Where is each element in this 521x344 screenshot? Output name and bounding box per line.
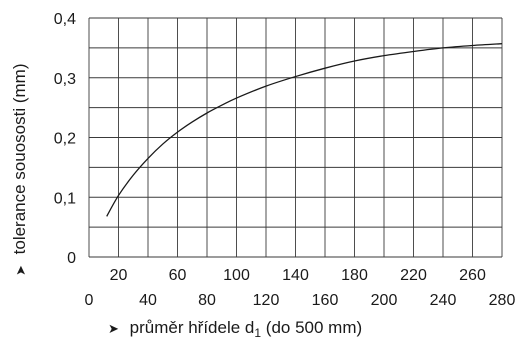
x-axis-title-suffix: (do 500 mm) xyxy=(261,318,362,337)
x-tick-label-upper: 220 xyxy=(400,267,427,284)
y-tick-label: 0,3 xyxy=(54,71,76,88)
x-axis-title: ➤ průměr hřídele d1 (do 500 mm) xyxy=(108,318,362,340)
grid xyxy=(88,17,503,258)
x-tick-label-upper: 140 xyxy=(282,267,309,284)
y-axis-arrow: ➤ xyxy=(13,265,28,276)
x-tick-label-lower: 40 xyxy=(139,292,157,309)
x-tick-label-lower: 200 xyxy=(371,292,398,309)
x-tick-label-upper: 60 xyxy=(169,267,187,284)
x-axis-title-text: průměr hřídele d xyxy=(130,318,255,337)
y-axis-title: ➤ tolerance souososti (mm) xyxy=(10,64,29,276)
series-layer xyxy=(106,43,503,217)
x-tick-label-lower: 240 xyxy=(430,292,457,309)
x-tick-label-upper: 20 xyxy=(110,267,128,284)
x-tick-label-upper: 180 xyxy=(341,267,368,284)
x-axis-title-subscript: 1 xyxy=(254,326,261,340)
x-tick-label-lower: 80 xyxy=(198,292,216,309)
y-tick-label: 0,1 xyxy=(54,190,76,207)
y-tick-label: 0,2 xyxy=(54,131,76,148)
x-tick-label-lower: 120 xyxy=(253,292,280,309)
x-axis-arrow: ➤ xyxy=(108,321,119,336)
x-tick-label-upper: 260 xyxy=(459,267,486,284)
x-tick-label-lower: 0 xyxy=(85,292,94,309)
x-tick-label-lower: 280 xyxy=(489,292,516,309)
y-axis-title-text: tolerance souososti (mm) xyxy=(10,64,29,255)
series-line xyxy=(106,43,503,217)
tick-labels: 0 0,1 0,2 0,3 0,4 20 60 100 140 180 220 260 0 40 80 120… xyxy=(54,11,516,309)
y-tick-label: 0,4 xyxy=(54,11,76,28)
x-tick-label-upper: 100 xyxy=(223,267,250,284)
x-tick-label-lower: 160 xyxy=(312,292,339,309)
y-tick-label: 0 xyxy=(67,250,76,267)
